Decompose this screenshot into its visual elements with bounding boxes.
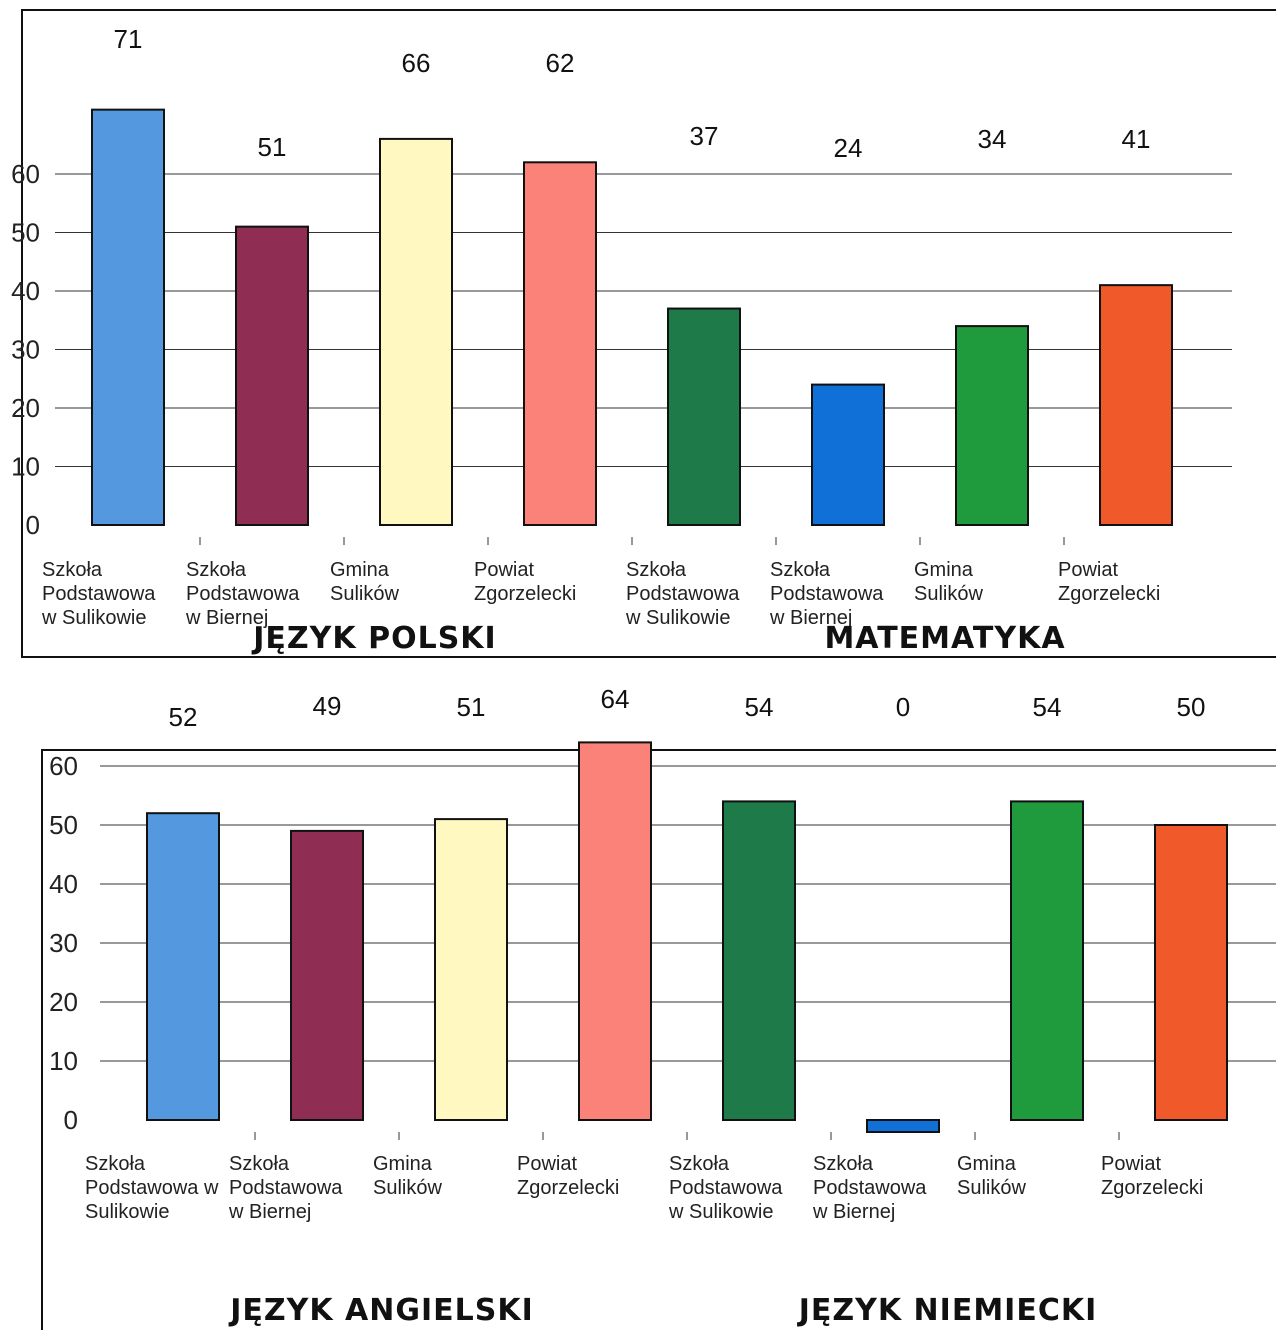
bar: [667, 307, 741, 526]
x-tick-label: Szkoła: [626, 559, 687, 581]
data-label: 71: [114, 24, 143, 54]
x-tick-label: Zgorzelecki: [474, 583, 576, 605]
y-tick-label: 40: [49, 869, 78, 899]
data-label: 51: [258, 132, 287, 162]
x-tick-label: w Sulikowie: [41, 607, 146, 629]
bar: [1154, 824, 1228, 1121]
data-label: 54: [745, 692, 774, 722]
x-tick-label: w Sulikowie: [668, 1201, 773, 1223]
bar: [866, 1119, 940, 1133]
bar: [434, 818, 508, 1121]
x-tick-label: w Biernej: [769, 607, 852, 629]
y-tick-label: 10: [11, 452, 40, 482]
data-label: 52: [169, 702, 198, 732]
y-tick-label: 40: [11, 276, 40, 306]
x-tick-label: Powiat: [474, 559, 534, 581]
x-tick-label: Podstawowa: [813, 1177, 927, 1199]
group-title: JĘZYK POLSKI: [251, 621, 496, 656]
x-tick-label: Podstawowa: [229, 1177, 343, 1199]
data-label: 51: [457, 692, 486, 722]
y-tick-label: 10: [49, 1046, 78, 1076]
x-tick-label: Podstawowa: [770, 583, 884, 605]
x-tick-label: Zgorzelecki: [517, 1177, 619, 1199]
x-tick-label: Sulików: [914, 583, 983, 605]
data-label: 62: [546, 48, 575, 78]
x-tick-label: Zgorzelecki: [1101, 1177, 1203, 1199]
bar: [955, 325, 1029, 526]
data-label: 37: [690, 121, 719, 151]
x-tick-label: Powiat: [1101, 1153, 1161, 1175]
data-label: 41: [1122, 124, 1151, 154]
x-tick-label: Sulików: [957, 1177, 1026, 1199]
x-tick-label: Szkoła: [186, 559, 247, 581]
x-tick-label: Szkoła: [85, 1153, 146, 1175]
x-tick-label: Szkoła: [770, 559, 831, 581]
y-tick-label: 30: [11, 335, 40, 365]
group-title: MATEMATYKA: [824, 621, 1065, 656]
chart-frame: [41, 749, 1276, 1330]
group-title: JĘZYK ANGIELSKI: [228, 1293, 534, 1328]
y-tick-label: 60: [49, 751, 78, 781]
x-tick-label: Szkoła: [42, 559, 103, 581]
x-tick-label: Podstawowa w: [85, 1177, 219, 1199]
x-tick-label: Szkoła: [813, 1153, 874, 1175]
x-tick-label: Podstawowa: [42, 583, 156, 605]
x-tick-label: Powiat: [1058, 559, 1118, 581]
x-tick-label: Gmina: [373, 1153, 433, 1175]
x-tick-label: Sulikowie: [85, 1201, 169, 1223]
data-label: 49: [313, 691, 342, 721]
x-tick-label: Gmina: [914, 559, 974, 581]
x-tick-label: w Biernej: [185, 607, 268, 629]
x-tick-label: Podstawowa: [669, 1177, 783, 1199]
bar: [1010, 800, 1084, 1122]
bar: [146, 812, 220, 1121]
y-tick-label: 20: [11, 393, 40, 423]
data-label: 24: [834, 133, 863, 163]
bar: [811, 383, 885, 526]
x-tick-label: Sulików: [330, 583, 399, 605]
y-tick-label: 20: [49, 987, 78, 1017]
data-label: 64: [601, 684, 630, 714]
y-tick-label: 60: [11, 159, 40, 189]
x-tick-label: Szkoła: [669, 1153, 730, 1175]
y-tick-label: 50: [49, 810, 78, 840]
x-tick-label: Podstawowa: [186, 583, 300, 605]
x-tick-label: Podstawowa: [626, 583, 740, 605]
bar: [91, 108, 165, 527]
data-label: 34: [978, 124, 1007, 154]
bar: [290, 829, 364, 1122]
data-label: 50: [1177, 692, 1206, 722]
x-tick-label: w Biernej: [812, 1201, 895, 1223]
y-tick-label: 0: [26, 510, 40, 540]
y-tick-label: 50: [11, 218, 40, 248]
data-label: 0: [896, 692, 910, 722]
y-tick-label: 30: [49, 928, 78, 958]
x-tick-label: Gmina: [957, 1153, 1017, 1175]
chart-frame: [21, 9, 1276, 658]
y-tick-label: 0: [64, 1105, 78, 1135]
x-tick-label: Sulików: [373, 1177, 442, 1199]
bar: [235, 225, 309, 526]
x-tick-label: Gmina: [330, 559, 390, 581]
group-title: JĘZYK NIEMIECKI: [797, 1293, 1098, 1328]
data-label: 54: [1033, 692, 1062, 722]
bar: [379, 137, 453, 526]
x-tick-label: Powiat: [517, 1153, 577, 1175]
x-tick-label: w Biernej: [228, 1201, 311, 1223]
bar: [578, 741, 652, 1122]
bar: [523, 161, 597, 527]
bar: [1099, 284, 1173, 526]
x-tick-label: Zgorzelecki: [1058, 583, 1160, 605]
x-tick-label: Szkoła: [229, 1153, 290, 1175]
bar: [722, 800, 796, 1122]
data-label: 66: [402, 48, 431, 78]
x-tick-label: w Sulikowie: [625, 607, 730, 629]
